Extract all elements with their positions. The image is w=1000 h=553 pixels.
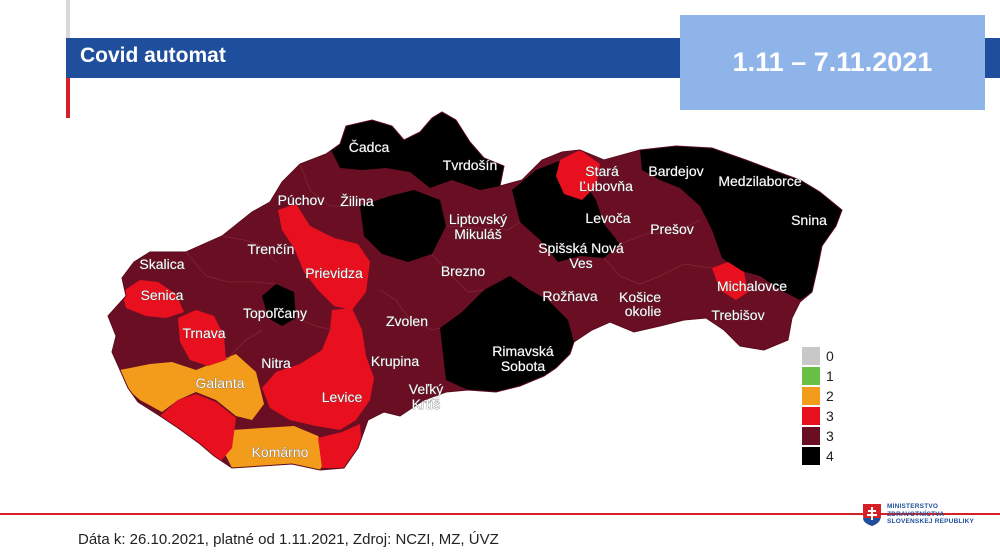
map-legend: 0 1 2 3 3 4 — [802, 346, 834, 466]
ministry-line-2: ZDRAVOTNÍCTVA — [887, 510, 945, 518]
district-label: Levice — [322, 389, 363, 405]
district-label: Komárno — [252, 444, 309, 460]
district-label: Liptovský — [449, 211, 507, 227]
district-label: Tvrdošín — [443, 157, 497, 173]
district-label: Rožňava — [542, 288, 597, 304]
district-label: Trenčín — [248, 241, 295, 257]
legend-item-4: 3 — [802, 426, 834, 446]
district-label: Prešov — [650, 221, 694, 237]
ministry-line-3: SLOVENSKEJ REPUBLIKY — [887, 518, 975, 525]
legend-label: 4 — [826, 448, 834, 464]
legend-swatch — [802, 387, 820, 405]
district-label: Mikuláš — [454, 226, 501, 242]
district-label: Trnava — [182, 325, 225, 341]
district-label: Medzilaborce — [718, 173, 801, 189]
legend-item-3: 3 — [802, 406, 834, 426]
district-label: okolie — [625, 303, 662, 319]
district-label: Spišská Nová — [538, 240, 624, 256]
district-label: Stará — [585, 163, 619, 179]
district-label: Čadca — [349, 139, 390, 155]
district-label: Košice — [619, 289, 661, 305]
legend-swatch — [802, 407, 820, 425]
district-label: Ľubovňa — [579, 178, 633, 194]
accent-line-red — [66, 78, 70, 118]
district-label: Michalovce — [717, 278, 787, 294]
accent-line-top — [66, 0, 70, 38]
district-label: Prievidza — [305, 265, 363, 281]
legend-swatch — [802, 447, 820, 465]
district-label: Veľký — [409, 381, 443, 397]
district-label: Brezno — [441, 263, 486, 279]
legend-swatch — [802, 427, 820, 445]
district-label: Krtíš — [412, 396, 441, 412]
legend-swatch — [802, 367, 820, 385]
legend-item-1: 1 — [802, 366, 834, 386]
legend-label: 0 — [826, 348, 834, 364]
district-label: Levoča — [585, 210, 630, 226]
legend-item-2: 2 — [802, 386, 834, 406]
ministry-line-1: MINISTERSTVO — [887, 503, 939, 510]
district-label: Zvolen — [386, 313, 428, 329]
legend-item-5: 4 — [802, 446, 834, 466]
district-label: Žilina — [340, 193, 374, 209]
ministry-name: MINISTERSTVO ZDRAVOTNÍCTVA SLOVENSKEJ RE… — [887, 503, 974, 526]
district-label: Bardejov — [648, 163, 703, 179]
district-label: Púchov — [278, 192, 325, 208]
legend-swatch — [802, 347, 820, 365]
district-label: Nitra — [261, 355, 291, 371]
legend-label: 1 — [826, 368, 834, 384]
district-label: Trebišov — [711, 307, 764, 323]
district-label: Rimavská — [492, 343, 554, 359]
date-range-box: 1.11 – 7.11.2021 — [680, 15, 985, 110]
district-label: Ves — [569, 255, 592, 271]
legend-label: 2 — [826, 388, 834, 404]
legend-item-0: 0 — [802, 346, 834, 366]
page-title: Covid automat — [80, 44, 226, 67]
ministry-logo: MINISTERSTVO ZDRAVOTNÍCTVA SLOVENSKEJ RE… — [862, 503, 974, 527]
data-source-note: Dáta k: 26.10.2021, platné od 1.11.2021,… — [78, 531, 499, 548]
district-label: Galanta — [195, 375, 244, 391]
district-label: Skalica — [139, 256, 184, 272]
legend-label: 3 — [826, 408, 834, 424]
legend-label: 3 — [826, 428, 834, 444]
footer-divider — [0, 513, 1000, 515]
coat-of-arms-icon — [863, 504, 881, 526]
district-label: Sobota — [501, 358, 546, 374]
district-label: Topoľčany — [243, 305, 307, 321]
district-label: Krupina — [371, 353, 419, 369]
district-label: Snina — [791, 212, 827, 228]
district-label: Senica — [141, 287, 184, 303]
